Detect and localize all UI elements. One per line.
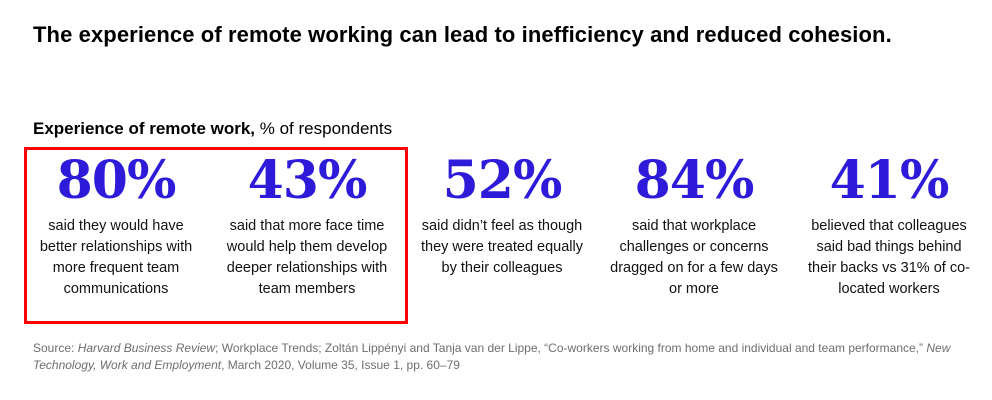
source-note: Source: Harvard Business Review; Workpla… [33, 340, 963, 374]
stat-item: 43% said that more face time would help … [219, 150, 395, 300]
stat-value: 80% [56, 150, 177, 211]
source-text: ; Workplace Trends; Zoltán Lippényi and … [215, 341, 927, 355]
subtitle-unit: % of respondents [259, 119, 393, 138]
chart-subtitle: Experience of remote work, % of responde… [33, 118, 392, 140]
stat-description: believed that colleagues said bad things… [808, 218, 970, 297]
stat-item: 84% said that workplace challenges or co… [606, 150, 782, 300]
stat-value: 41% [829, 150, 950, 211]
source-prefix: Source: [33, 341, 78, 355]
stat-value: 84% [634, 150, 755, 211]
stat-description: said didn’t feel as though they were tre… [420, 218, 583, 276]
highlight-box [24, 147, 408, 324]
subtitle-main: Experience of remote work, [33, 119, 256, 138]
chart-title: The experience of remote working can lea… [33, 22, 892, 47]
source-text: , March 2020, Volume 35, Issue 1, pp. 60… [221, 358, 460, 372]
stat-description: said that workplace challenges or concer… [610, 218, 778, 297]
stat-description: said that more face time would help them… [226, 218, 388, 297]
stat-value: 43% [247, 150, 368, 211]
stat-item: 52% said didn’t feel as though they were… [414, 150, 590, 279]
source-publication: New Technology, Work and Employment [33, 341, 951, 372]
source-publication: Harvard Business Review [77, 341, 216, 355]
stat-item: 80% said they would have better relation… [28, 150, 204, 300]
stat-description: said they would have better relationship… [39, 218, 193, 297]
stat-item: 41% believed that colleagues said bad th… [801, 150, 977, 300]
stat-value: 52% [442, 150, 563, 211]
